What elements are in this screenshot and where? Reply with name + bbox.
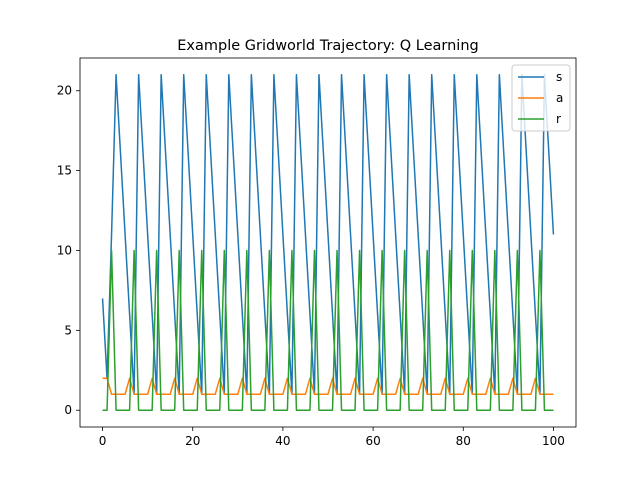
series-line-s [101, 74, 555, 395]
y-tick-label: 0 [64, 403, 72, 417]
x-tick-label: 100 [542, 434, 565, 448]
axes-layer: 0 20 40 60 80 100 0 5 10 15 20 [57, 57, 577, 448]
series-line-a [102, 377, 554, 395]
legend-label-a: a [556, 91, 563, 105]
x-tick-label: 0 [99, 434, 107, 448]
legend-label-s: s [556, 70, 562, 84]
x-tick-label: 60 [365, 434, 380, 448]
x-tick-label: 80 [456, 434, 471, 448]
legend: sar [511, 64, 571, 132]
series-layer [101, 74, 555, 411]
axes-frame [79, 57, 577, 428]
y-tick-label: 10 [57, 243, 72, 257]
y-tick-label: 15 [57, 164, 72, 178]
y-tick-label: 5 [64, 323, 72, 337]
legend-label-r: r [556, 112, 561, 126]
series-line-r [102, 249, 554, 411]
y-tick-label: 20 [57, 84, 72, 98]
x-tick-label: 20 [185, 434, 200, 448]
x-tick-label: 40 [275, 434, 290, 448]
chart-title: Example Gridworld Trajectory: Q Learning [177, 38, 478, 54]
